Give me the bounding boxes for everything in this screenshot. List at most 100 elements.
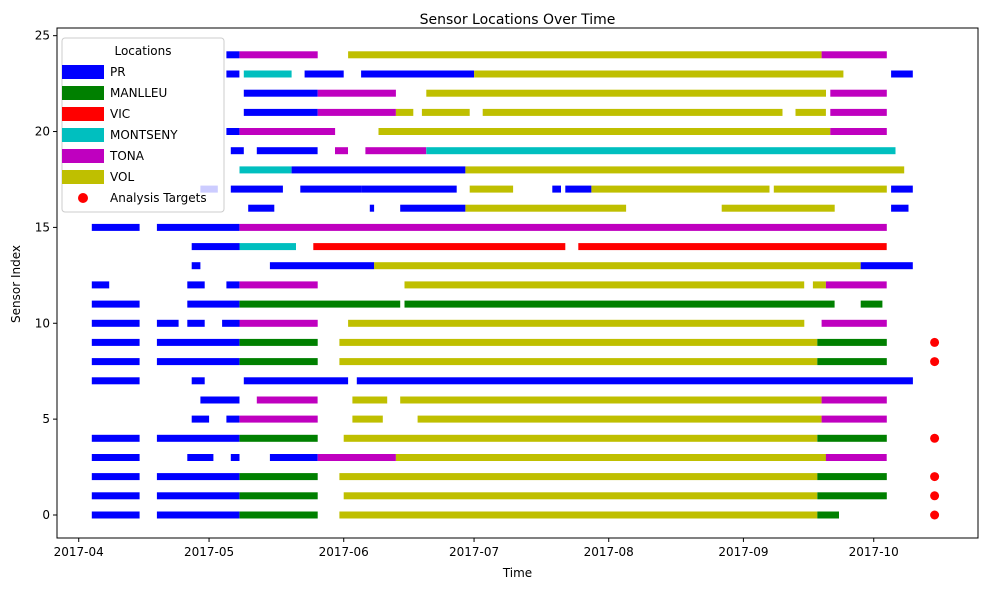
sensor-bar	[821, 396, 887, 404]
sensor-bar	[91, 377, 140, 385]
analysis-target-point	[930, 337, 940, 347]
axes: 2017-04 2017-05 2017-06 2017-07 2017-08 2017-…	[35, 27, 979, 559]
x-tick-label: 2017-04	[54, 545, 104, 559]
x-axis-label: Time	[502, 566, 532, 580]
sensor-bar	[830, 89, 887, 97]
sensor-bar	[91, 492, 140, 500]
sensor-bar	[465, 166, 905, 174]
sensor-bar	[91, 338, 140, 346]
sensor-bar	[891, 70, 913, 78]
sensor-bar	[339, 473, 818, 481]
legend-label: MONTSENY	[110, 128, 178, 142]
sensor-bar	[191, 415, 210, 423]
sensor-bar	[187, 300, 240, 308]
legend-label: TONA	[109, 149, 145, 163]
sensor-bar	[269, 262, 375, 270]
sensor-bar	[191, 243, 240, 251]
analysis-target-point	[930, 357, 940, 367]
sensor-bar	[591, 185, 770, 193]
sensor-bar	[339, 511, 818, 519]
sensor-bar	[200, 396, 240, 404]
sensor-bar	[825, 454, 887, 461]
sensor-bar	[400, 396, 822, 404]
sensor-bar	[239, 51, 318, 59]
legend: Locations PR MANLLEU VIC MONTSENY TONA VOL Anal…	[61, 37, 225, 213]
sensor-bar	[239, 223, 887, 231]
sensor-bar	[239, 434, 318, 442]
sensor-bar	[230, 454, 240, 461]
sensor-bar	[404, 300, 835, 308]
sensor-bar	[361, 185, 457, 193]
sensor-bar	[317, 89, 396, 97]
sensor-bar	[465, 204, 627, 212]
analysis-target-points	[930, 337, 940, 520]
sensor-bar	[356, 377, 913, 385]
sensor-bar	[565, 185, 592, 193]
sensor-bar	[91, 454, 140, 461]
legend-swatch	[62, 149, 104, 163]
sensor-bar	[417, 415, 822, 423]
sensor-bar	[773, 185, 887, 193]
sensor-bar	[348, 319, 805, 327]
sensor-bar	[426, 89, 826, 97]
x-tick-label: 2017-09	[718, 545, 768, 559]
sensor-bar	[239, 166, 292, 174]
sensor-bar	[156, 319, 179, 327]
analysis-target-point	[930, 491, 940, 501]
sensor-bar	[91, 319, 140, 327]
sensor-bar	[239, 415, 318, 423]
sensor-bar	[374, 262, 861, 270]
analysis-target-point	[930, 472, 940, 482]
sensor-bar	[243, 108, 318, 116]
sensor-bar	[817, 434, 887, 442]
sensor-bars	[91, 51, 913, 519]
sensor-bar	[469, 185, 514, 193]
sensor-bar	[226, 281, 240, 289]
sensor-bar	[156, 511, 240, 519]
sensor-bar	[91, 223, 140, 231]
sensor-bar	[239, 300, 401, 308]
legend-label: VOL	[110, 170, 134, 184]
sensor-bar	[817, 511, 839, 519]
x-tick-label: 2017-07	[449, 545, 499, 559]
legend-title: Locations	[114, 44, 171, 58]
sensor-bar	[817, 338, 887, 346]
sensor-bar	[156, 473, 240, 481]
analysis-target-point	[930, 510, 940, 520]
sensor-bar	[343, 434, 818, 442]
sensor-bar	[817, 473, 887, 481]
sensor-bar	[891, 204, 909, 212]
sensor-bar	[239, 492, 318, 500]
sensor-bar	[91, 434, 140, 442]
sensor-bar	[230, 147, 244, 155]
sensor-bar	[335, 147, 348, 155]
sensor-bar	[348, 51, 822, 59]
legend-box	[61, 37, 225, 213]
sensor-bar	[821, 319, 887, 327]
sensor-bar	[352, 415, 383, 423]
sensor-bar	[352, 396, 388, 404]
sensor-bar	[156, 492, 240, 500]
sensor-bar	[552, 185, 561, 193]
sensor-bar	[91, 511, 140, 519]
sensor-bar	[239, 243, 296, 251]
sensor-bar	[378, 128, 831, 135]
sensor-bar	[269, 454, 318, 461]
sensor-bar	[860, 262, 913, 270]
sensor-bar	[474, 70, 844, 78]
chart-title: Sensor Locations Over Time	[420, 12, 616, 28]
sensor-bar	[156, 434, 240, 442]
sensor-bar	[721, 204, 835, 212]
sensor-bar	[243, 70, 292, 78]
sensor-bar	[421, 108, 470, 116]
sensor-bar	[891, 185, 913, 193]
sensor-bar	[239, 281, 318, 289]
sensor-bar	[313, 243, 566, 251]
legend-label: VIC	[110, 107, 130, 121]
sensor-bar	[243, 89, 318, 97]
sensor-bar	[91, 358, 140, 366]
sensor-bar	[426, 147, 896, 155]
sensor-bar	[361, 70, 475, 78]
sensor-bar	[304, 70, 344, 78]
sensor-bar	[226, 128, 240, 135]
